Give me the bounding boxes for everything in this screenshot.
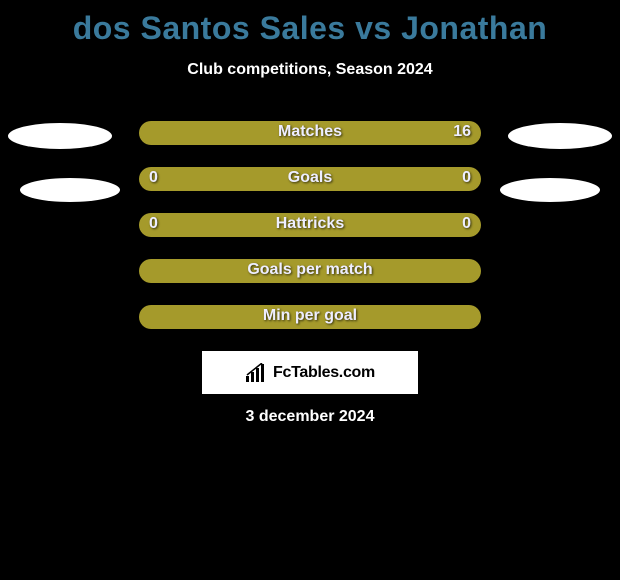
stat-label: Hattricks — [139, 215, 481, 233]
left-photo-placeholder-1 — [8, 123, 112, 149]
right-photo-placeholder-1 — [508, 123, 612, 149]
stat-right-value: 0 — [462, 169, 471, 187]
page-subtitle: Club competitions, Season 2024 — [0, 61, 620, 79]
stat-label: Min per goal — [139, 307, 481, 325]
left-photo-placeholder-2 — [20, 178, 120, 202]
stat-right-value: 0 — [462, 215, 471, 233]
stat-pill: Min per goal — [139, 305, 481, 329]
stat-pill: 0 Hattricks 0 — [139, 213, 481, 237]
stat-row: Min per goal — [139, 305, 481, 329]
brand-box: FcTables.com — [202, 351, 418, 394]
page-title: dos Santos Sales vs Jonathan — [0, 0, 620, 47]
stat-row: 0 Goals 0 — [139, 167, 481, 191]
stat-pill: Goals per match — [139, 259, 481, 283]
stat-label: Matches — [139, 123, 481, 141]
stat-label: Goals — [139, 169, 481, 187]
stat-label: Goals per match — [139, 261, 481, 279]
stat-row: Matches 16 — [139, 121, 481, 145]
stat-right-value: 16 — [453, 123, 471, 141]
stat-rows: Matches 16 0 Goals 0 0 Hattricks 0 Goals… — [0, 121, 620, 329]
stat-row: 0 Hattricks 0 — [139, 213, 481, 237]
bar-chart-icon — [245, 363, 269, 383]
stat-pill: 0 Goals 0 — [139, 167, 481, 191]
stat-row: Goals per match — [139, 259, 481, 283]
right-photo-placeholder-2 — [500, 178, 600, 202]
date-stamp: 3 december 2024 — [0, 408, 620, 426]
stat-pill: Matches 16 — [139, 121, 481, 145]
brand-text: FcTables.com — [273, 364, 375, 382]
